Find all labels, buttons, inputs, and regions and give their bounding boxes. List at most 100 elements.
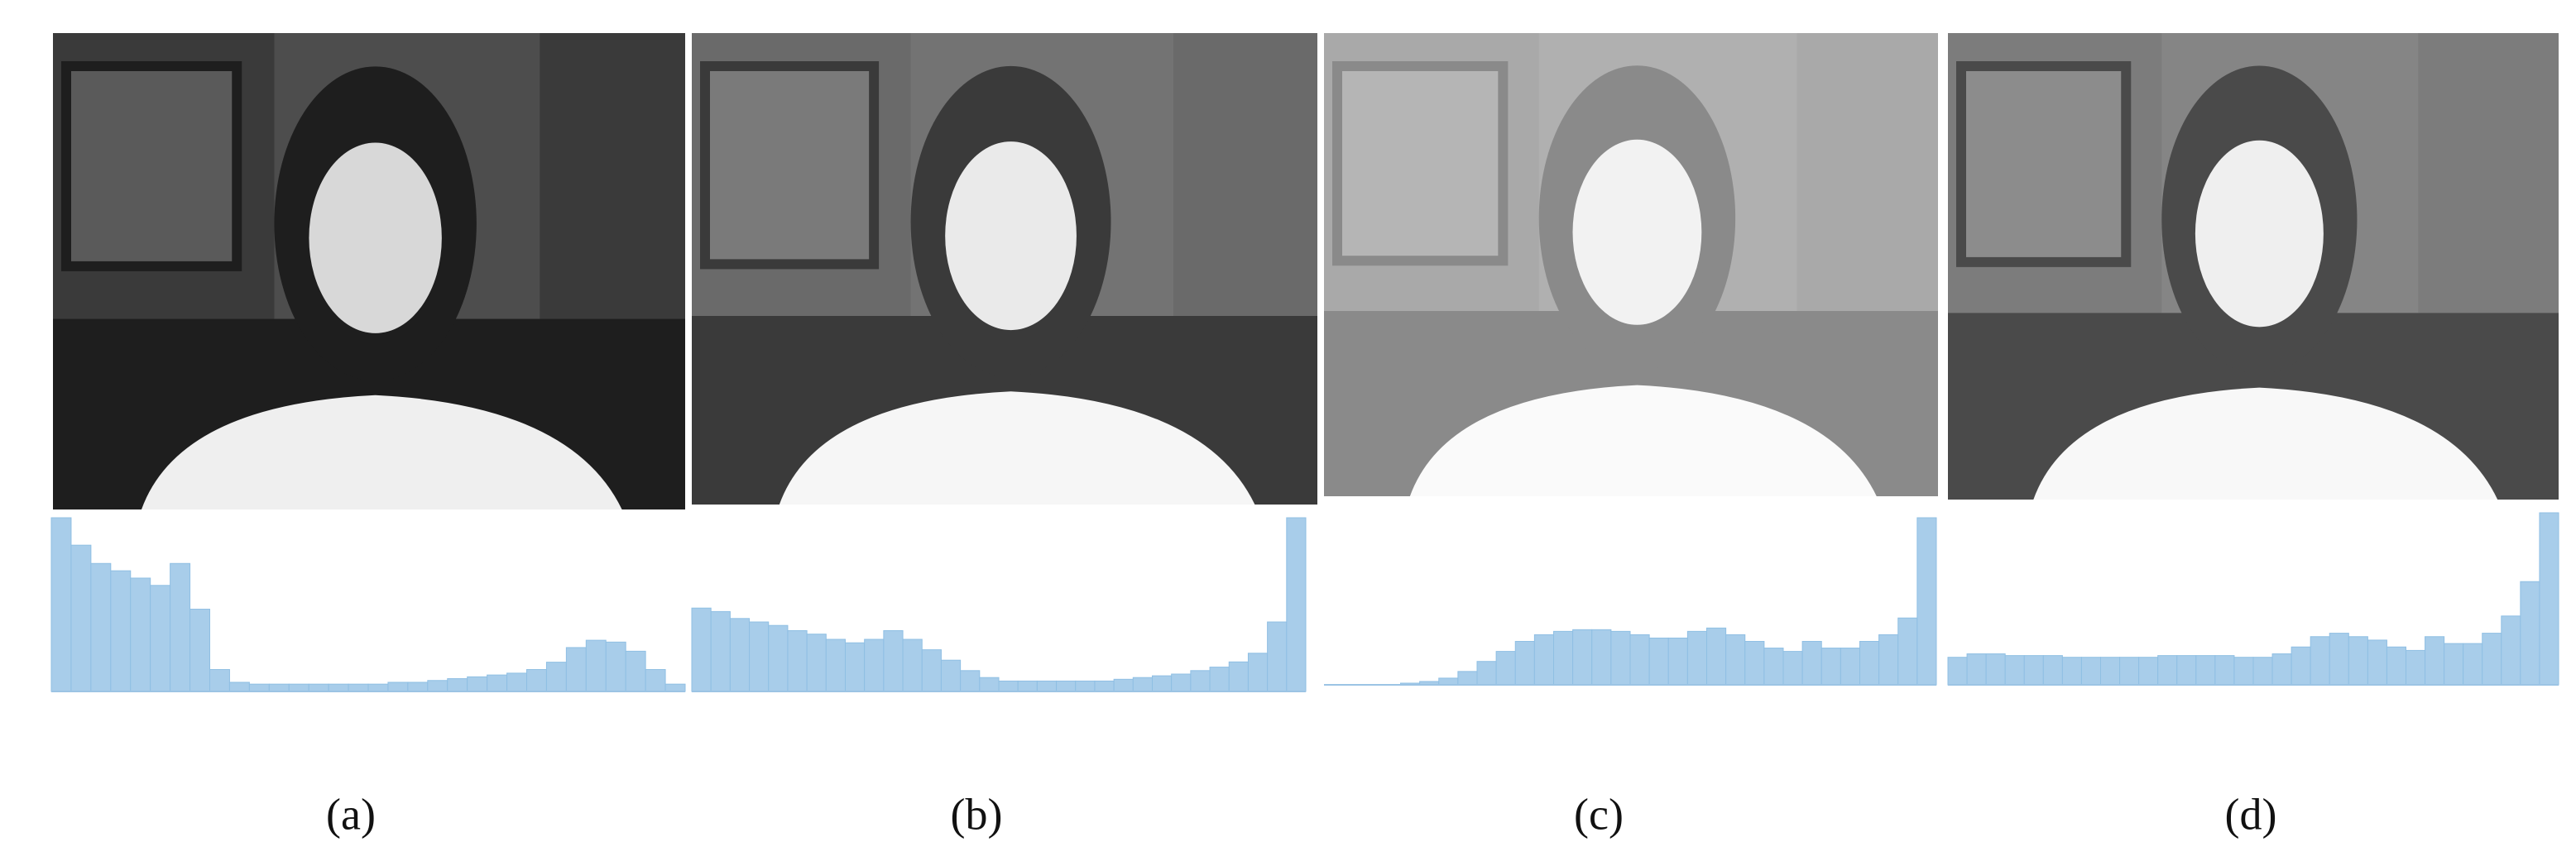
- histogram-bar: [664, 683, 686, 692]
- panel-label: (d): [2225, 789, 2277, 839]
- histogram-bar: [1190, 670, 1211, 692]
- histogram-bar: [902, 639, 923, 692]
- histogram-bar: [2310, 636, 2330, 686]
- histogram-bar: [2042, 655, 2063, 686]
- histogram-bar: [1801, 640, 1822, 686]
- histogram-bar: [1840, 648, 1860, 686]
- panel: (b): [691, 33, 1317, 839]
- shirt: [779, 391, 1255, 505]
- picture-frame: [700, 61, 880, 270]
- histogram-bar: [2444, 643, 2464, 686]
- histogram-bar: [50, 517, 72, 692]
- histogram-bar: [2100, 657, 2121, 686]
- histogram-bar: [2463, 643, 2483, 686]
- histogram-bar: [605, 641, 626, 692]
- histogram-bar: [585, 639, 607, 692]
- histogram-bar: [645, 668, 666, 692]
- histogram-bar: [2482, 633, 2502, 686]
- histogram-bar: [1859, 640, 1880, 686]
- histogram-bar: [625, 650, 646, 692]
- histogram-bar: [1706, 627, 1727, 686]
- histogram-bar: [1648, 637, 1669, 686]
- panel: (a): [50, 33, 686, 839]
- histogram-bar: [1228, 661, 1249, 692]
- histogram-bar: [768, 624, 789, 692]
- histogram-bar: [1132, 677, 1153, 692]
- histogram-bar: [367, 683, 389, 692]
- histogram-bar: [308, 683, 329, 692]
- histogram-bar: [248, 683, 270, 692]
- histogram-bar: [1686, 630, 1707, 686]
- histogram-bar: [1495, 651, 1516, 686]
- histogram-bar: [749, 621, 770, 692]
- histogram-bar: [1152, 675, 1173, 692]
- histogram-bar: [2348, 636, 2368, 686]
- histogram-bar: [1533, 634, 1554, 686]
- histogram-bar: [1209, 667, 1230, 692]
- histogram-bar: [2329, 633, 2349, 686]
- histogram-bar: [1094, 680, 1115, 692]
- histogram-bar: [2291, 646, 2311, 686]
- histogram-bar: [1286, 517, 1307, 692]
- histogram-bar: [70, 544, 92, 692]
- histogram-bar: [487, 674, 508, 692]
- face: [945, 141, 1077, 331]
- histogram-bar: [1267, 621, 1288, 692]
- panel: (d): [1947, 33, 2559, 839]
- face: [1572, 139, 1702, 325]
- histogram-bar: [883, 630, 904, 692]
- histogram-bar: [1667, 637, 1688, 686]
- histogram-bar: [806, 634, 827, 692]
- histogram-bar: [2386, 646, 2406, 686]
- histogram-bar: [2157, 655, 2178, 686]
- histogram-bar: [1572, 629, 1593, 686]
- histogram-bar: [960, 670, 981, 692]
- histogram-bar: [268, 683, 290, 692]
- histogram-bar: [288, 683, 309, 692]
- histogram-bar: [90, 562, 112, 692]
- face: [309, 142, 442, 333]
- histogram-bar: [1897, 617, 1918, 686]
- histogram-bar: [1514, 640, 1535, 686]
- histogram-bar: [130, 577, 151, 692]
- histogram-bar: [1947, 657, 1968, 686]
- histogram-bar: [467, 676, 488, 692]
- histogram-bar: [2119, 657, 2140, 686]
- histogram-bar: [1591, 629, 1612, 686]
- histogram-bar: [506, 672, 527, 692]
- histogram-bar: [1438, 677, 1459, 686]
- histogram-bar: [1171, 673, 1192, 692]
- histogram-bar: [2501, 615, 2521, 686]
- histogram-bar: [2080, 657, 2101, 686]
- histogram-bar: [328, 683, 349, 692]
- histogram-bar: [979, 677, 1000, 692]
- histogram-bar: [1725, 634, 1746, 686]
- picture-frame: [1332, 61, 1509, 266]
- histogram-bar: [710, 610, 731, 692]
- histogram-bar: [209, 668, 230, 692]
- histogram-bar: [2176, 655, 2197, 686]
- histogram-bar: [110, 570, 132, 692]
- histogram-bar: [150, 585, 171, 692]
- histogram-bar: [2214, 655, 2235, 686]
- histogram-bar: [1763, 648, 1784, 686]
- shirt: [1409, 385, 1877, 496]
- panel-label: (c): [1574, 789, 1624, 839]
- histogram-bar: [1476, 661, 1497, 686]
- face: [2195, 140, 2324, 328]
- histogram-bar: [1036, 680, 1058, 692]
- histogram-bar: [1820, 648, 1841, 686]
- histogram-bar: [1610, 630, 1631, 686]
- histogram-bar: [2252, 657, 2273, 686]
- histogram-bar: [998, 680, 1019, 692]
- shirt: [2033, 387, 2498, 500]
- histogram-bar: [2023, 655, 2044, 686]
- histogram-bar: [427, 680, 449, 692]
- panel: (c): [1324, 33, 1938, 839]
- histogram-bar: [348, 683, 369, 692]
- histogram-bar: [1075, 680, 1096, 692]
- histogram-bar: [940, 659, 962, 692]
- histogram-bar: [2138, 657, 2159, 686]
